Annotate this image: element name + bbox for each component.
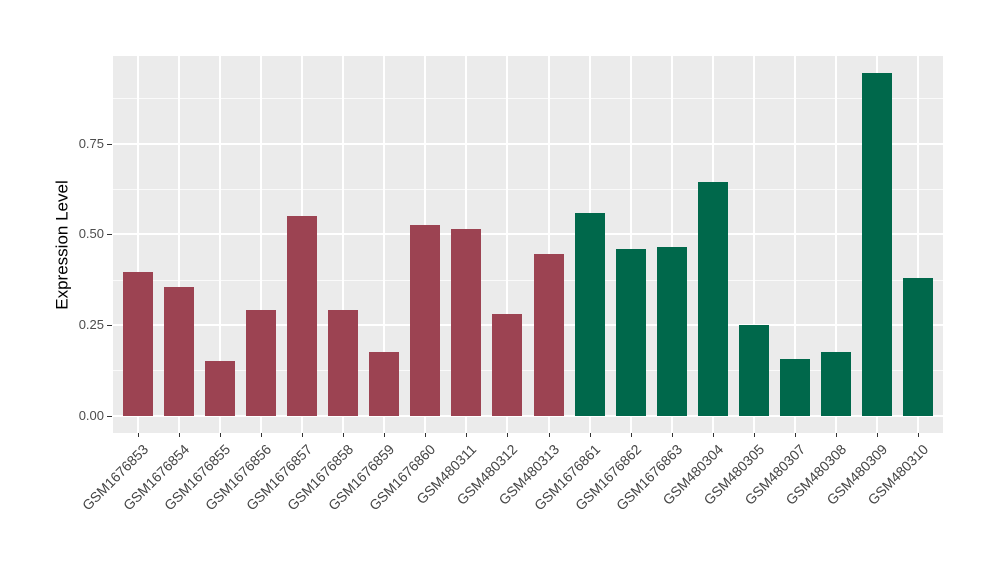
gridline-vertical xyxy=(383,56,386,433)
bar-GSM1676860 xyxy=(410,225,441,416)
bar-GSM1676853 xyxy=(122,272,153,416)
x-tick-mark xyxy=(671,433,673,437)
y-tick-label: 0.25 xyxy=(78,317,104,332)
bar-GSM480305 xyxy=(738,325,769,416)
y-tick-mark xyxy=(107,143,112,145)
bar-GSM1676859 xyxy=(369,352,400,416)
x-tick-mark xyxy=(507,433,509,437)
x-tick-mark xyxy=(219,433,221,437)
gridline-minor xyxy=(113,370,943,372)
gridline-major xyxy=(113,414,943,417)
y-tick-mark xyxy=(107,415,112,417)
y-tick-mark xyxy=(107,325,112,326)
gridline-vertical xyxy=(752,56,755,433)
gridline-minor xyxy=(113,98,943,100)
bar-GSM480309 xyxy=(862,72,893,416)
bar-GSM1676862 xyxy=(615,248,646,416)
x-tick-mark xyxy=(302,433,303,437)
bar-GSM1676863 xyxy=(656,246,687,416)
gridline-vertical xyxy=(835,56,838,433)
x-tick-mark xyxy=(384,433,386,437)
x-tick-mark xyxy=(178,433,180,437)
x-tick-mark xyxy=(712,433,714,437)
x-tick-mark xyxy=(630,433,632,437)
gridline-vertical xyxy=(506,56,509,433)
x-tick-mark xyxy=(425,433,427,437)
gridline-minor xyxy=(113,188,943,190)
bar-GSM480310 xyxy=(903,277,934,416)
y-tick-label: 0.00 xyxy=(78,407,104,423)
bar-GSM1676854 xyxy=(163,286,194,416)
x-tick-mark xyxy=(918,433,920,437)
gridline-vertical xyxy=(259,56,262,433)
x-tick-label-GSM480310: GSM480310 xyxy=(864,441,932,508)
gridline-vertical xyxy=(670,56,673,433)
gridline-vertical xyxy=(136,56,139,433)
y-tick-label: 0.75 xyxy=(78,135,104,151)
bar-GSM480311 xyxy=(451,228,482,416)
gridline-minor xyxy=(113,279,943,281)
bar-GSM1676855 xyxy=(204,361,235,416)
x-tick-mark xyxy=(260,433,262,437)
y-axis-title-wrap: Expression Level xyxy=(48,56,78,433)
bar-GSM1676861 xyxy=(574,212,605,416)
x-tick-mark xyxy=(753,433,755,437)
gridline-vertical xyxy=(794,56,797,433)
gridline-major xyxy=(113,233,943,236)
bar-GSM1676858 xyxy=(328,310,359,416)
gridline-vertical xyxy=(177,56,180,433)
bar-GSM1676856 xyxy=(245,310,276,416)
gridline-vertical xyxy=(629,56,632,433)
x-tick-mark xyxy=(466,433,468,437)
x-tick-mark xyxy=(343,433,345,437)
y-tick-label: 0.50 xyxy=(78,226,104,242)
bar-GSM480308 xyxy=(821,352,852,416)
bar-GSM480312 xyxy=(492,314,523,416)
x-tick-mark xyxy=(548,433,550,437)
gridline-major xyxy=(113,324,943,326)
x-tick-mark xyxy=(137,433,139,437)
plot-panel xyxy=(113,56,943,433)
gridline-vertical xyxy=(547,56,550,433)
gridline-vertical xyxy=(917,56,920,433)
bar-GSM480304 xyxy=(697,181,728,416)
bar-GSM480307 xyxy=(780,359,811,416)
x-tick-mark xyxy=(795,433,797,437)
x-tick-mark xyxy=(836,433,838,437)
gridline-vertical xyxy=(342,56,345,433)
x-tick-mark xyxy=(589,433,591,437)
y-axis-title: Expression Level xyxy=(53,179,72,310)
x-tick-mark xyxy=(877,433,879,437)
gridline-major xyxy=(113,142,943,145)
bar-GSM480313 xyxy=(533,254,564,416)
gridline-vertical xyxy=(218,56,221,433)
bar-GSM1676857 xyxy=(287,216,317,416)
y-tick-mark xyxy=(107,234,112,236)
